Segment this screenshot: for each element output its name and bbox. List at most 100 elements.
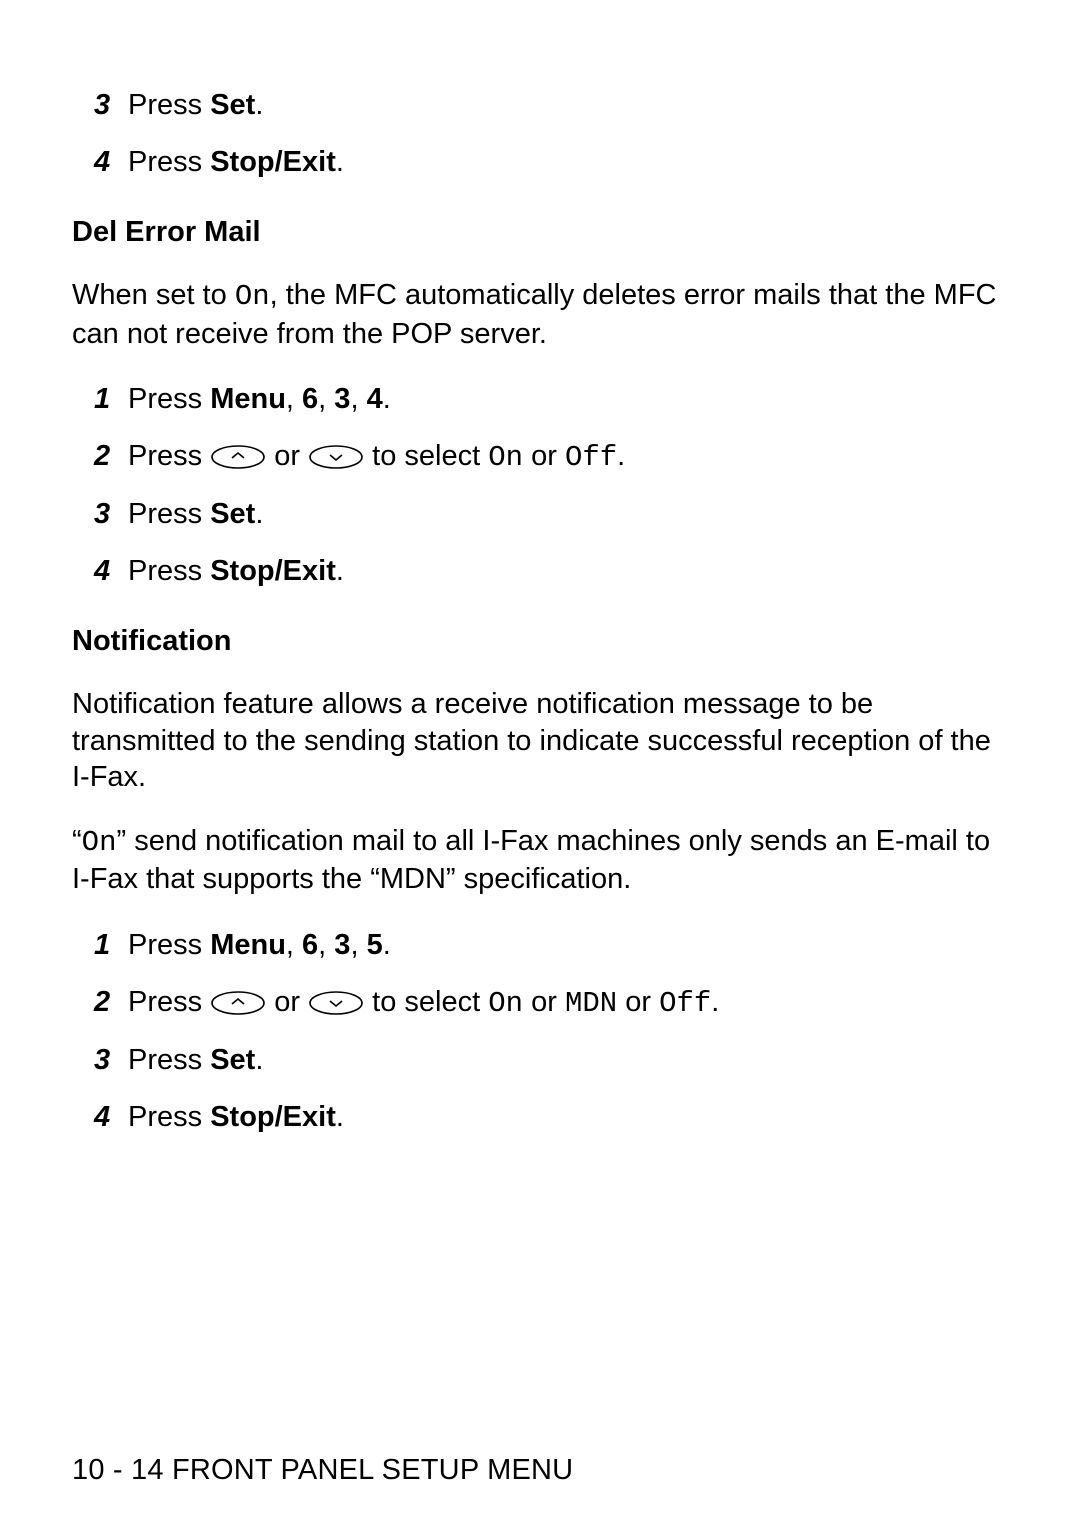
step-text: . <box>383 929 391 961</box>
step-text: , <box>286 383 302 415</box>
step-bold: Set <box>210 498 255 530</box>
step-text: or <box>617 986 659 1018</box>
step-text: . <box>336 555 344 587</box>
step-mono: Off <box>659 987 711 1020</box>
step-item: 2 Press or to select On or MDN or Off. <box>72 983 1008 1023</box>
step-text: , <box>350 929 366 961</box>
step-mono: On <box>488 441 523 474</box>
para-mono: On <box>82 826 117 859</box>
step-text-suffix: . <box>255 89 263 121</box>
step-item: 4 Press Stop/Exit. <box>72 552 1008 591</box>
step-text-suffix: . <box>336 146 344 178</box>
step-body: Press Stop/Exit. <box>128 143 1008 182</box>
step-bold: 4 <box>367 383 383 415</box>
step-number: 1 <box>72 926 128 965</box>
para-text: When set to <box>72 279 235 311</box>
step-text: Press <box>128 498 210 530</box>
page-footer: 10 - 14 FRONT PANEL SETUP MENU <box>72 1454 573 1487</box>
step-text-bold: Set <box>210 89 255 121</box>
paragraph: Notification feature allows a receive no… <box>72 686 1008 795</box>
heading-notification: Notification <box>72 625 1008 658</box>
step-text: , <box>318 929 334 961</box>
step-text: , <box>318 383 334 415</box>
step-item: 3 Press Set. <box>72 495 1008 534</box>
step-number: 3 <box>72 86 128 125</box>
para-mono: On <box>235 280 270 313</box>
step-item: 2 Press or to select On or Off. <box>72 437 1008 477</box>
step-text: Press <box>128 986 210 1018</box>
step-bold: Stop/Exit <box>210 1101 336 1133</box>
step-body: Press Stop/Exit. <box>128 1098 1008 1137</box>
step-bold: 3 <box>334 383 350 415</box>
step-number: 2 <box>72 983 128 1022</box>
step-text: or <box>266 440 308 472</box>
arrow-up-icon <box>210 990 266 1016</box>
step-mono: MDN <box>565 987 617 1020</box>
step-text: or <box>523 986 565 1018</box>
step-item: 4 Press Stop/Exit. <box>72 143 1008 182</box>
step-text: Press <box>128 1101 210 1133</box>
arrow-down-icon <box>308 444 364 470</box>
step-text: . <box>255 498 263 530</box>
paragraph: When set to On, the MFC automatically de… <box>72 277 1008 352</box>
step-body: Press Set. <box>128 1041 1008 1080</box>
step-text: , <box>286 929 302 961</box>
step-text: Press <box>128 555 210 587</box>
step-number: 4 <box>72 143 128 182</box>
step-bold: 3 <box>334 929 350 961</box>
step-item: 1 Press Menu, 6, 3, 4. <box>72 380 1008 419</box>
step-body: Press Set. <box>128 495 1008 534</box>
step-number: 4 <box>72 552 128 591</box>
step-text: Press <box>128 440 210 472</box>
step-text-prefix: Press <box>128 146 210 178</box>
step-body: Press or to select On or MDN or Off. <box>128 983 1008 1023</box>
step-text: . <box>711 986 719 1018</box>
step-bold: Stop/Exit <box>210 555 336 587</box>
step-item: 4 Press Stop/Exit. <box>72 1098 1008 1137</box>
step-item: 3 Press Set. <box>72 1041 1008 1080</box>
paragraph: “On” send notification mail to all I-Fax… <box>72 823 1008 898</box>
step-item: 1 Press Menu, 6, 3, 5. <box>72 926 1008 965</box>
step-text: , <box>350 383 366 415</box>
arrow-up-icon <box>210 444 266 470</box>
step-text: . <box>383 383 391 415</box>
step-bold: 6 <box>302 929 318 961</box>
para-text: “ <box>72 825 82 857</box>
step-list-top: 3 Press Set. 4 Press Stop/Exit. <box>72 86 1008 182</box>
page: 3 Press Set. 4 Press Stop/Exit. Del Erro… <box>0 0 1080 1529</box>
step-number: 4 <box>72 1098 128 1137</box>
step-number: 3 <box>72 495 128 534</box>
heading-del-error-mail: Del Error Mail <box>72 216 1008 249</box>
step-body: Press Set. <box>128 86 1008 125</box>
step-bold: 5 <box>367 929 383 961</box>
step-list-notification: 1 Press Menu, 6, 3, 5. 2 Press or to sel… <box>72 926 1008 1138</box>
step-number: 3 <box>72 1041 128 1080</box>
step-bold: Menu <box>210 383 286 415</box>
arrow-down-icon <box>308 990 364 1016</box>
step-text: or <box>266 986 308 1018</box>
para-text: ” send notification mail to all I-Fax ma… <box>72 825 990 895</box>
step-body: Press or to select On or Off. <box>128 437 1008 477</box>
step-body: Press Menu, 6, 3, 5. <box>128 926 1008 965</box>
step-text: . <box>255 1044 263 1076</box>
step-mono: Off <box>565 441 617 474</box>
step-number: 2 <box>72 437 128 476</box>
step-bold: 6 <box>302 383 318 415</box>
step-bold: Set <box>210 1044 255 1076</box>
step-number: 1 <box>72 380 128 419</box>
step-text-prefix: Press <box>128 89 210 121</box>
step-text: to select <box>364 986 488 1018</box>
step-item: 3 Press Set. <box>72 86 1008 125</box>
step-text: . <box>336 1101 344 1133</box>
step-text: Press <box>128 383 210 415</box>
step-mono: On <box>488 987 523 1020</box>
step-body: Press Stop/Exit. <box>128 552 1008 591</box>
step-text-bold: Stop/Exit <box>210 146 336 178</box>
step-text: to select <box>364 440 488 472</box>
step-body: Press Menu, 6, 3, 4. <box>128 380 1008 419</box>
step-text: Press <box>128 1044 210 1076</box>
step-text: Press <box>128 929 210 961</box>
step-list-del-error: 1 Press Menu, 6, 3, 4. 2 Press or to sel… <box>72 380 1008 592</box>
step-bold: Menu <box>210 929 286 961</box>
step-text: . <box>617 440 625 472</box>
